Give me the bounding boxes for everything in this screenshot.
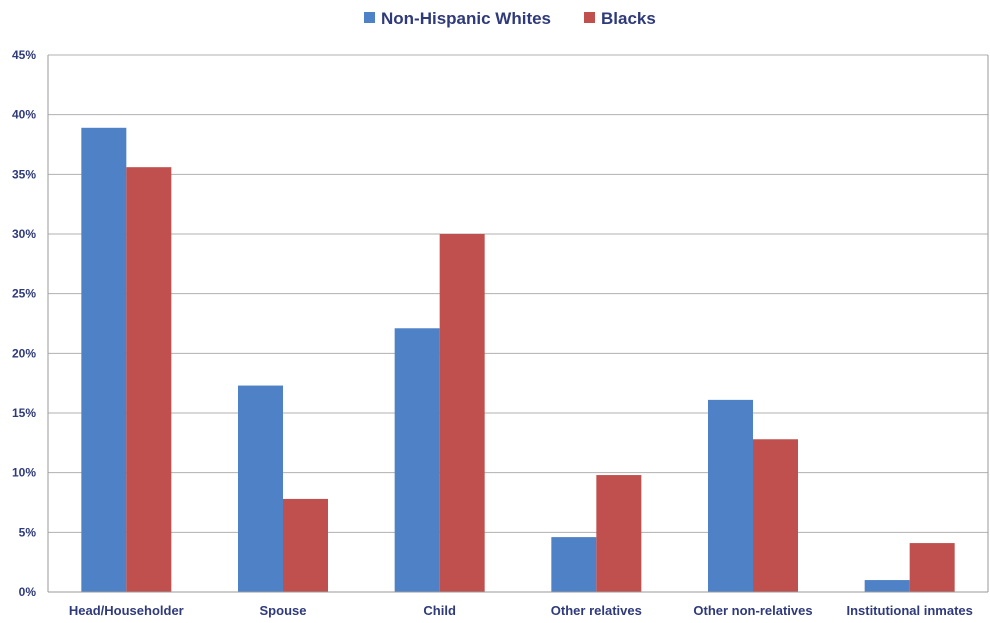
y-tick-label: 40% (12, 108, 36, 122)
bar-non-hispanic-whites-other-relatives (551, 537, 597, 592)
x-category-label: Child (423, 603, 456, 618)
x-axis-category-labels: Head/Householder Spouse Child Other relativ… (69, 603, 973, 618)
x-category-label: Head/Householder (69, 603, 184, 618)
x-category-label: Institutional inmates (846, 603, 972, 618)
y-tick-label: 0% (19, 585, 37, 599)
bar-blacks-other-non-relatives (753, 439, 798, 592)
x-category-label: Spouse (260, 603, 307, 618)
y-tick-label: 15% (12, 406, 36, 420)
gridlines (48, 54, 988, 593)
bar-blacks-other-relatives (596, 475, 642, 592)
legend: Non-Hispanic Whites Blacks (364, 9, 656, 28)
y-tick-label: 20% (12, 346, 36, 360)
bar-blacks-child (439, 234, 485, 592)
bar-non-hispanic-whites-other-non-relatives (708, 399, 753, 592)
bar-blacks-institutional-inmates (909, 543, 955, 592)
bar-non-hispanic-whites-head-householder (81, 127, 127, 592)
bar-non-hispanic-whites-institutional-inmates (864, 580, 910, 592)
x-category-label: Other relatives (551, 603, 642, 618)
y-tick-label: 5% (19, 525, 37, 539)
y-axis-tick-labels: 0% 5% 10% 15% 20% 25% 30% 35% 40% 45% (12, 48, 36, 599)
bars (48, 127, 988, 593)
bar-blacks-head-householder (126, 167, 172, 592)
legend-swatch (584, 12, 595, 23)
y-tick-label: 45% (12, 48, 36, 62)
bar-non-hispanic-whites-spouse (238, 385, 283, 592)
x-category-label: Other non-relatives (693, 603, 812, 618)
y-tick-label: 10% (12, 466, 36, 480)
bar-non-hispanic-whites-child (394, 328, 440, 592)
legend-swatch (364, 12, 375, 23)
y-tick-label: 25% (12, 287, 36, 301)
legend-label: Blacks (601, 9, 656, 28)
bar-blacks-spouse (283, 498, 328, 592)
y-tick-label: 30% (12, 227, 36, 241)
y-tick-label: 35% (12, 167, 36, 181)
legend-label: Non-Hispanic Whites (381, 9, 551, 28)
